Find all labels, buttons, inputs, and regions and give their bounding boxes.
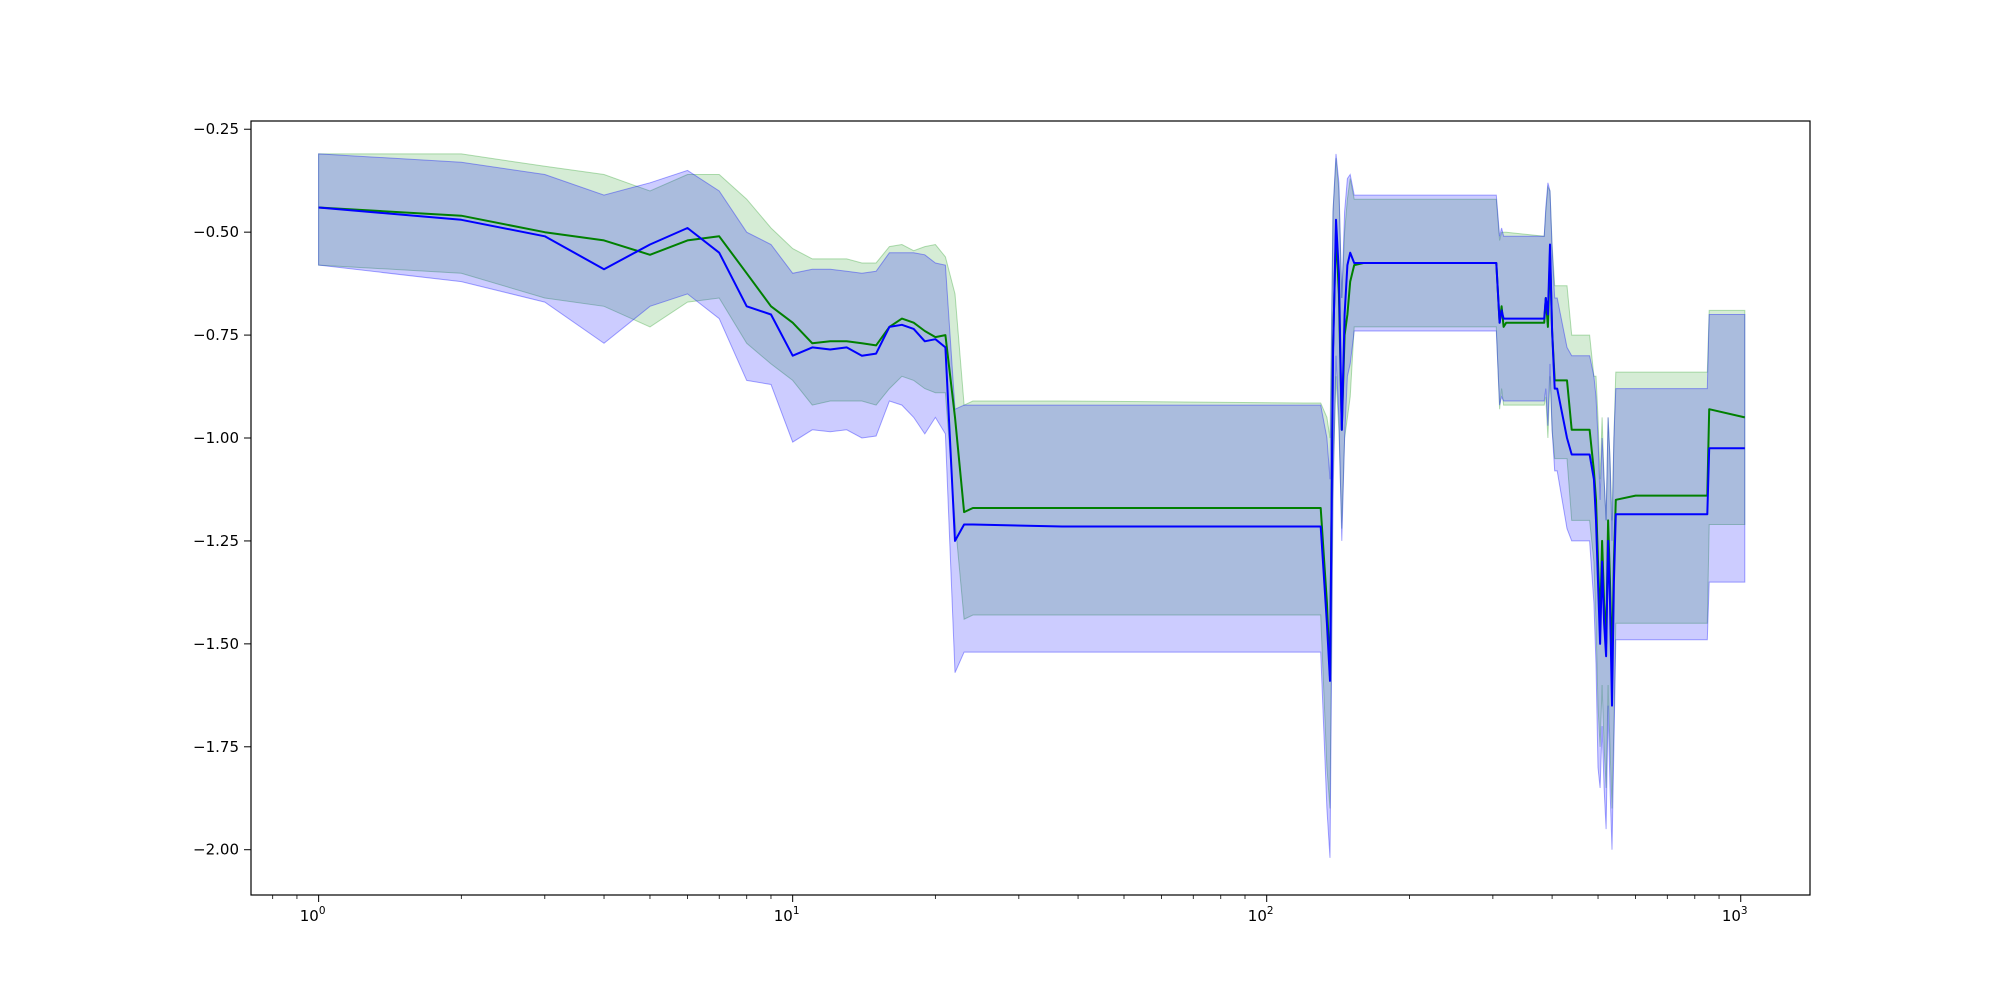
plot-frame	[250, 120, 1811, 896]
series-2-line	[318, 206, 1745, 707]
y-tick-label-2: −0.75	[193, 326, 239, 344]
y-axis: −0.25 −0.50 −0.75 −1.00 −1.25 −1.50 −1.75 −2.00	[193, 120, 251, 859]
x-tick-exponent-0: 0	[319, 905, 326, 917]
confidence-bands	[318, 153, 1746, 858]
x-tick-exponent-2: 2	[1267, 905, 1274, 917]
series-lines	[318, 206, 1746, 707]
x-tick-exponent-1: 1	[793, 905, 800, 917]
y-tick-label-1: −0.50	[193, 223, 239, 241]
series-2-band	[318, 153, 1746, 858]
y-tick-label-5: −1.50	[193, 635, 239, 653]
y-tick-label-3: −1.00	[193, 429, 239, 447]
y-tick-label-4: −1.25	[193, 532, 239, 550]
x-tick-exponent-3: 3	[1741, 905, 1748, 917]
y-tick-label-7: −2.00	[193, 841, 239, 859]
y-tick-label-6: −1.75	[193, 738, 239, 756]
y-tick-label-0: −0.25	[193, 120, 239, 138]
series-1-band	[318, 153, 1746, 809]
